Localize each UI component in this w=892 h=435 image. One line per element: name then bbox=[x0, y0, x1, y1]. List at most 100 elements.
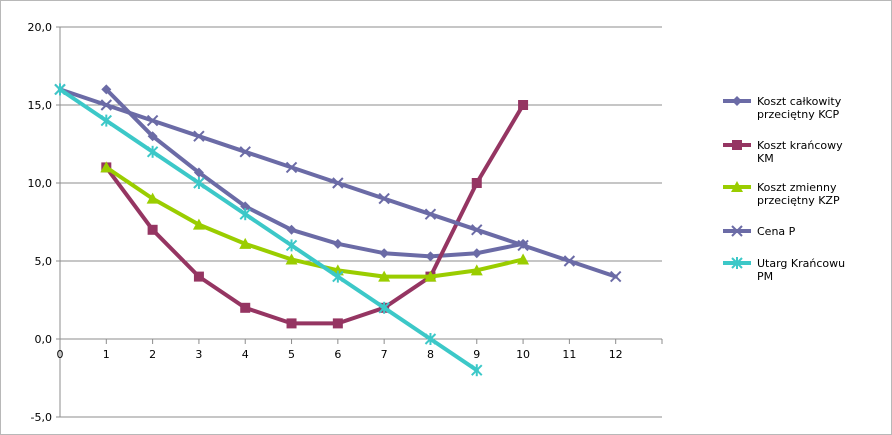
data-point bbox=[378, 192, 390, 205]
data-point bbox=[193, 167, 204, 178]
data-point bbox=[286, 224, 297, 235]
y-tick-label: 15,0 bbox=[28, 99, 53, 112]
diamond-marker bbox=[240, 201, 251, 212]
series-2 bbox=[100, 161, 530, 282]
square-marker bbox=[732, 140, 742, 150]
y-tick-label: 20,0 bbox=[28, 21, 53, 34]
x-marker-stroke bbox=[193, 130, 205, 142]
data-point bbox=[424, 270, 437, 282]
data-point bbox=[285, 253, 298, 265]
legend-swatch-marker bbox=[732, 96, 742, 106]
triangle-marker bbox=[517, 253, 530, 265]
triangle-marker bbox=[285, 253, 298, 265]
x-tick-label: 0 bbox=[57, 348, 64, 361]
data-point bbox=[192, 218, 205, 230]
x-tick-label: 11 bbox=[562, 348, 576, 361]
x-tick-label: 10 bbox=[516, 348, 530, 361]
square-marker bbox=[193, 271, 204, 282]
triangle-marker bbox=[192, 218, 205, 230]
x-tick-label: 4 bbox=[242, 348, 249, 361]
series-3 bbox=[54, 83, 622, 283]
square-marker bbox=[518, 100, 529, 110]
diamond-marker bbox=[193, 167, 204, 178]
series-4 bbox=[54, 83, 483, 377]
x-marker-stroke bbox=[100, 99, 113, 111]
data-point bbox=[101, 84, 112, 95]
data-point bbox=[471, 224, 483, 236]
diamond-marker bbox=[147, 131, 158, 142]
data-point bbox=[470, 264, 483, 276]
x-tick-label: 3 bbox=[195, 348, 202, 361]
data-point bbox=[239, 146, 251, 158]
square-marker bbox=[332, 318, 343, 329]
legend-swatch-marker bbox=[731, 181, 743, 192]
data-point bbox=[146, 114, 159, 127]
legend-label: KM bbox=[757, 152, 774, 165]
diamond-marker bbox=[286, 224, 297, 235]
legend-swatch-marker bbox=[732, 140, 742, 150]
x-tick-label: 9 bbox=[473, 348, 480, 361]
y-tick-label: 0,0 bbox=[35, 333, 53, 346]
series-line bbox=[104, 103, 526, 326]
data-point bbox=[54, 83, 66, 96]
data-point bbox=[239, 208, 251, 221]
data-point bbox=[193, 177, 205, 189]
series-layer bbox=[54, 83, 622, 377]
data-point bbox=[239, 237, 252, 249]
triangle-marker bbox=[146, 192, 159, 204]
data-point bbox=[240, 302, 251, 313]
x-tick-label: 2 bbox=[149, 348, 156, 361]
legend-label: przeciętny KZP bbox=[757, 194, 840, 207]
legend-swatch-marker bbox=[731, 225, 743, 237]
square-marker bbox=[471, 178, 482, 188]
data-point bbox=[471, 248, 482, 259]
data-point bbox=[424, 333, 437, 345]
x-tick-label: 7 bbox=[381, 348, 388, 361]
legend-label: PM bbox=[757, 270, 773, 283]
series-0 bbox=[101, 84, 529, 262]
axes: -5,00,05,010,015,020,00 1 2 3 4 5 6 7 8 9 10 11 12 bbox=[28, 21, 663, 424]
data-point bbox=[471, 364, 483, 377]
x-marker-stroke bbox=[609, 270, 622, 283]
data-point bbox=[424, 208, 437, 220]
x-marker-stroke bbox=[471, 224, 483, 236]
y-tick-label: 5,0 bbox=[35, 255, 53, 268]
data-point bbox=[378, 301, 390, 314]
series-line bbox=[104, 165, 526, 279]
y-tick-label: 10,0 bbox=[28, 177, 53, 190]
x-marker-stroke bbox=[563, 255, 576, 267]
legend-label: Koszt zmienny bbox=[757, 181, 837, 194]
data-point bbox=[332, 318, 343, 329]
data-point bbox=[332, 238, 343, 249]
legend-label: Utarg Krańcowu bbox=[757, 257, 845, 270]
data-point bbox=[147, 131, 158, 142]
legend-swatch-marker bbox=[731, 257, 743, 269]
data-point bbox=[609, 270, 622, 283]
legend-label: Koszt krańcowy bbox=[757, 139, 843, 152]
x-tick-label: 8 bbox=[427, 348, 434, 361]
x-marker-stroke bbox=[239, 146, 251, 158]
data-point bbox=[563, 255, 576, 267]
x-marker-stroke bbox=[424, 208, 437, 220]
triangle-marker bbox=[731, 181, 743, 192]
data-point bbox=[285, 161, 298, 174]
data-point bbox=[425, 251, 436, 262]
legend-label: przeciętny KCP bbox=[757, 108, 840, 121]
x-marker-stroke bbox=[731, 225, 743, 237]
square-marker bbox=[240, 302, 251, 313]
diamond-marker bbox=[332, 238, 343, 249]
series-1 bbox=[101, 100, 529, 329]
diamond-marker bbox=[101, 84, 112, 95]
y-tick-label: -5,0 bbox=[31, 411, 52, 424]
triangle-marker bbox=[378, 270, 391, 282]
triangle-marker bbox=[424, 270, 437, 282]
data-point bbox=[100, 99, 113, 111]
data-point bbox=[332, 177, 344, 189]
data-point bbox=[146, 192, 159, 204]
